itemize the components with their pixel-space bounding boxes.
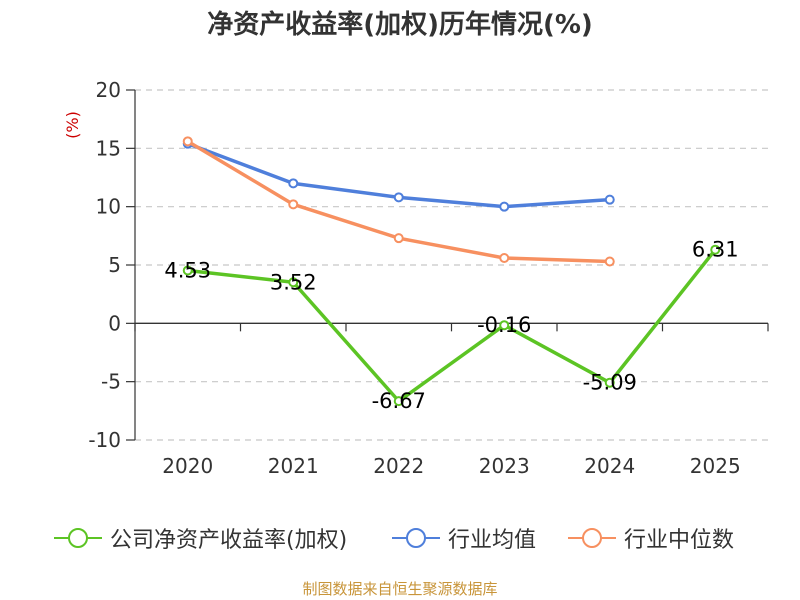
data-label: 3.52 [270, 270, 317, 294]
data-point[interactable] [604, 256, 615, 267]
y-axis-unit-label: (%) [63, 111, 82, 139]
data-point[interactable] [182, 136, 193, 147]
y-tick-label: 15 [96, 136, 121, 160]
x-tick-label: 2025 [690, 454, 741, 478]
chart-title: 净资产收益率(加权)历年情况(%) [207, 10, 593, 40]
y-tick-label: -5 [101, 370, 121, 394]
data-label: -0.16 [477, 313, 531, 337]
data-point[interactable] [604, 377, 615, 388]
x-tick-label: 2024 [584, 454, 635, 478]
y-tick-label: -10 [88, 428, 121, 452]
x-tick-label: 2021 [268, 454, 319, 478]
legend-item-industry-median[interactable]: 行业中位数 [568, 518, 734, 558]
data-point[interactable] [393, 396, 404, 407]
data-point[interactable] [288, 277, 299, 288]
legend: 公司净资产收益率(加权) 行业均值 行业中位数 [0, 518, 800, 558]
data-label: 6.31 [692, 238, 739, 262]
legend-industry-median-icon [568, 528, 616, 548]
legend-company-roe-icon [54, 528, 102, 548]
y-tick-label: 10 [96, 195, 121, 219]
data-point[interactable] [710, 244, 721, 255]
data-point[interactable] [604, 194, 615, 205]
data-point[interactable] [499, 320, 510, 331]
data-point[interactable] [288, 178, 299, 189]
data-point[interactable] [393, 192, 404, 203]
data-point[interactable] [288, 199, 299, 210]
data-label: -5.09 [583, 371, 637, 395]
legend-company-roe-label: 公司净资产收益率(加权) [110, 528, 348, 553]
x-tick-label: 2023 [479, 454, 530, 478]
data-point[interactable] [393, 233, 404, 244]
data-label: 4.53 [164, 258, 211, 282]
x-tick-label: 2022 [373, 454, 424, 478]
source-note: 制图数据来自恒生聚源数据库 [302, 580, 498, 598]
series-line-0 [186, 247, 717, 403]
x-tick-label: 2020 [162, 454, 213, 478]
legend-industry-mean-icon [392, 528, 440, 548]
data-point[interactable] [499, 201, 510, 212]
data-point[interactable] [499, 253, 510, 263]
legend-item-industry-mean[interactable]: 行业均值 [392, 518, 536, 558]
data-point[interactable] [182, 265, 193, 276]
legend-industry-mean-label: 行业均值 [448, 528, 537, 553]
y-tick-label: 0 [108, 311, 121, 335]
y-tick-label: 5 [108, 253, 121, 277]
legend-item-company-roe[interactable]: 公司净资产收益率(加权) [54, 518, 347, 558]
data-label: -6.67 [372, 389, 426, 413]
legend-industry-median-label: 行业中位数 [624, 528, 735, 553]
y-tick-label: 20 [96, 78, 121, 102]
